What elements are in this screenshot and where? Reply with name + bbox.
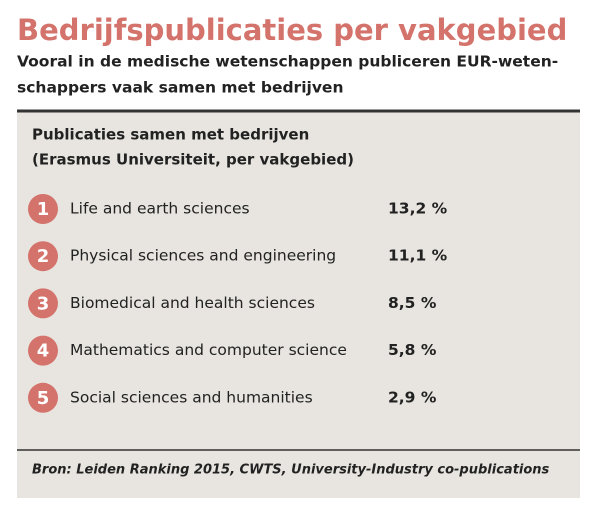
- rank-number: 2: [37, 246, 50, 267]
- item-value: 8,5 %: [388, 294, 437, 312]
- item-value: 2,9 %: [388, 388, 437, 406]
- subtitle: schappers vaak samen met bedrijven: [17, 79, 343, 97]
- source: Bron: Leiden Ranking 2015, CWTS, Univers…: [32, 463, 550, 478]
- rank-number: 5: [37, 388, 50, 409]
- item-value: 11,1 %: [388, 247, 448, 265]
- rank-badge: [28, 288, 58, 319]
- subtitle: Vooral in de medische wetenschappen publ…: [17, 53, 558, 71]
- item-label: Life and earth sciences: [70, 200, 250, 218]
- panel: [17, 110, 580, 498]
- item-label: Physical sciences and engineering: [70, 247, 336, 265]
- item-label: Social sciences and humanities: [70, 388, 313, 406]
- item-value: 5,8 %: [388, 341, 437, 359]
- item-value: 13,2 %: [388, 200, 448, 218]
- rank-badge: [28, 241, 58, 272]
- item-label: Biomedical and health sciences: [70, 294, 315, 312]
- title: Bedrijfspublicaties per vakgebied: [17, 13, 567, 47]
- rank-number: 1: [37, 199, 50, 220]
- item-list: 1 Life and earth sciences 13,2 % 2 Physical …: [28, 194, 448, 413]
- rank-badge: [28, 335, 58, 366]
- rank-badge: [28, 194, 58, 224]
- rank-badge: [28, 382, 58, 413]
- item-label: Mathematics and computer science: [70, 341, 347, 359]
- rank-number: 3: [37, 293, 50, 314]
- panel-title: (Erasmus Universiteit, per vakgebied): [32, 151, 354, 169]
- rank-number: 4: [37, 341, 50, 362]
- panel-title: Publicaties samen met bedrijven: [32, 126, 309, 144]
